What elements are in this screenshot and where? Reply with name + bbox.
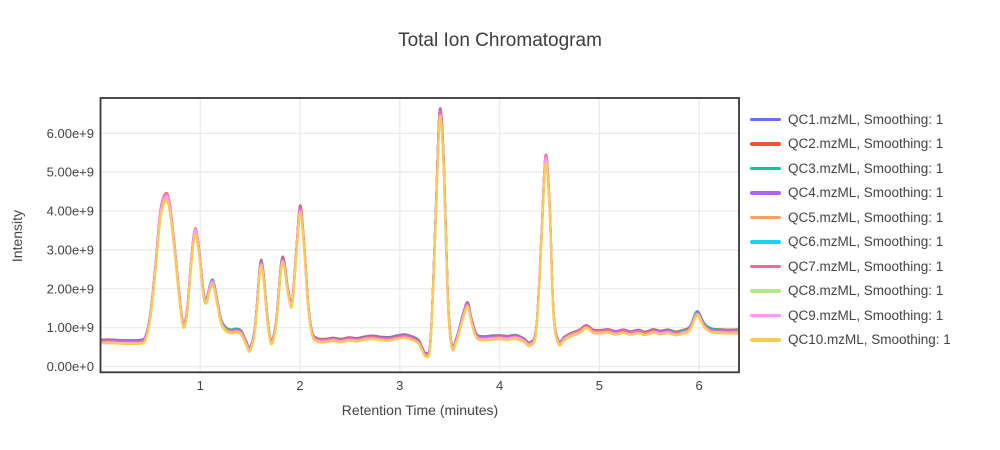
- x-tick-label: 4: [496, 378, 503, 393]
- legend-line-swatch: [750, 191, 781, 195]
- x-tick-label: 6: [695, 378, 702, 393]
- chart-title: Total Ion Chromatogram: [398, 30, 602, 51]
- legend-label: QC9.mzML, Smoothing: 1: [788, 307, 944, 323]
- x-tick-label: 5: [596, 378, 603, 393]
- legend-item-qc9-mzml[interactable]: QC9.mzML, Smoothing: 1: [750, 303, 998, 328]
- legend-line-swatch: [750, 117, 781, 121]
- trace-group: [100, 107, 739, 359]
- legend-line-swatch: [750, 240, 781, 244]
- y-tick-label: 6.00e+9: [47, 126, 94, 141]
- legend-item-qc7-mzml[interactable]: QC7.mzML, Smoothing: 1: [750, 254, 998, 279]
- legend-label: QC7.mzML, Smoothing: 1: [788, 258, 944, 274]
- legend-item-qc2-mzml[interactable]: QC2.mzML, Smoothing: 1: [750, 132, 998, 157]
- legend-label: QC1.mzML, Smoothing: 1: [788, 111, 944, 127]
- x-axis-title: Retention Time (minutes): [341, 402, 499, 418]
- x-tick-label: 2: [296, 378, 303, 393]
- legend-label: QC8.mzML, Smoothing: 1: [788, 283, 944, 299]
- x-tick-label: 3: [396, 378, 403, 393]
- y-tick-label: 4.00e+9: [47, 204, 94, 219]
- legend-item-qc1-mzml[interactable]: QC1.mzML, Smoothing: 1: [750, 107, 998, 132]
- legend-item-qc3-mzml[interactable]: QC3.mzML, Smoothing: 1: [750, 156, 998, 181]
- legend-line-swatch: [750, 166, 781, 170]
- y-axis-title: Intensity: [9, 209, 25, 263]
- legend-item-qc4-mzml[interactable]: QC4.mzML, Smoothing: 1: [750, 181, 998, 206]
- legend-label: QC6.mzML, Smoothing: 1: [788, 234, 944, 250]
- y-tick-label: 0.00e+0: [47, 359, 94, 374]
- trace-QC10.mzML: [100, 115, 739, 359]
- legend-line-swatch: [750, 289, 781, 293]
- legend-line-swatch: [750, 313, 781, 317]
- legend-line-swatch: [750, 215, 781, 219]
- plot-border: [99, 97, 740, 374]
- legend-label: QC4.mzML, Smoothing: 1: [788, 185, 944, 201]
- legend-label: QC3.mzML, Smoothing: 1: [788, 160, 944, 176]
- legend-item-qc10-mzml[interactable]: QC10.mzML, Smoothing: 1: [750, 328, 998, 353]
- legend-line-swatch: [750, 338, 781, 342]
- legend: QC1.mzML, Smoothing: 1 QC2.mzML, Smoothin…: [750, 107, 998, 352]
- legend-label: QC10.mzML, Smoothing: 1: [788, 332, 951, 348]
- x-tick-label: 1: [197, 378, 204, 393]
- legend-line-swatch: [750, 142, 781, 146]
- y-tick-label: 3.00e+9: [47, 242, 94, 257]
- legend-label: QC5.mzML, Smoothing: 1: [788, 209, 944, 225]
- legend-line-swatch: [750, 264, 781, 268]
- legend-item-qc5-mzml[interactable]: QC5.mzML, Smoothing: 1: [750, 205, 998, 230]
- y-tick-label: 5.00e+9: [47, 165, 94, 180]
- y-tick-label: 1.00e+9: [47, 320, 94, 335]
- legend-label: QC2.mzML, Smoothing: 1: [788, 136, 944, 152]
- y-tick-label: 2.00e+9: [47, 281, 94, 296]
- legend-item-qc6-mzml[interactable]: QC6.mzML, Smoothing: 1: [750, 230, 998, 255]
- plot-area[interactable]: [101, 98, 740, 372]
- legend-item-qc8-mzml[interactable]: QC8.mzML, Smoothing: 1: [750, 279, 998, 304]
